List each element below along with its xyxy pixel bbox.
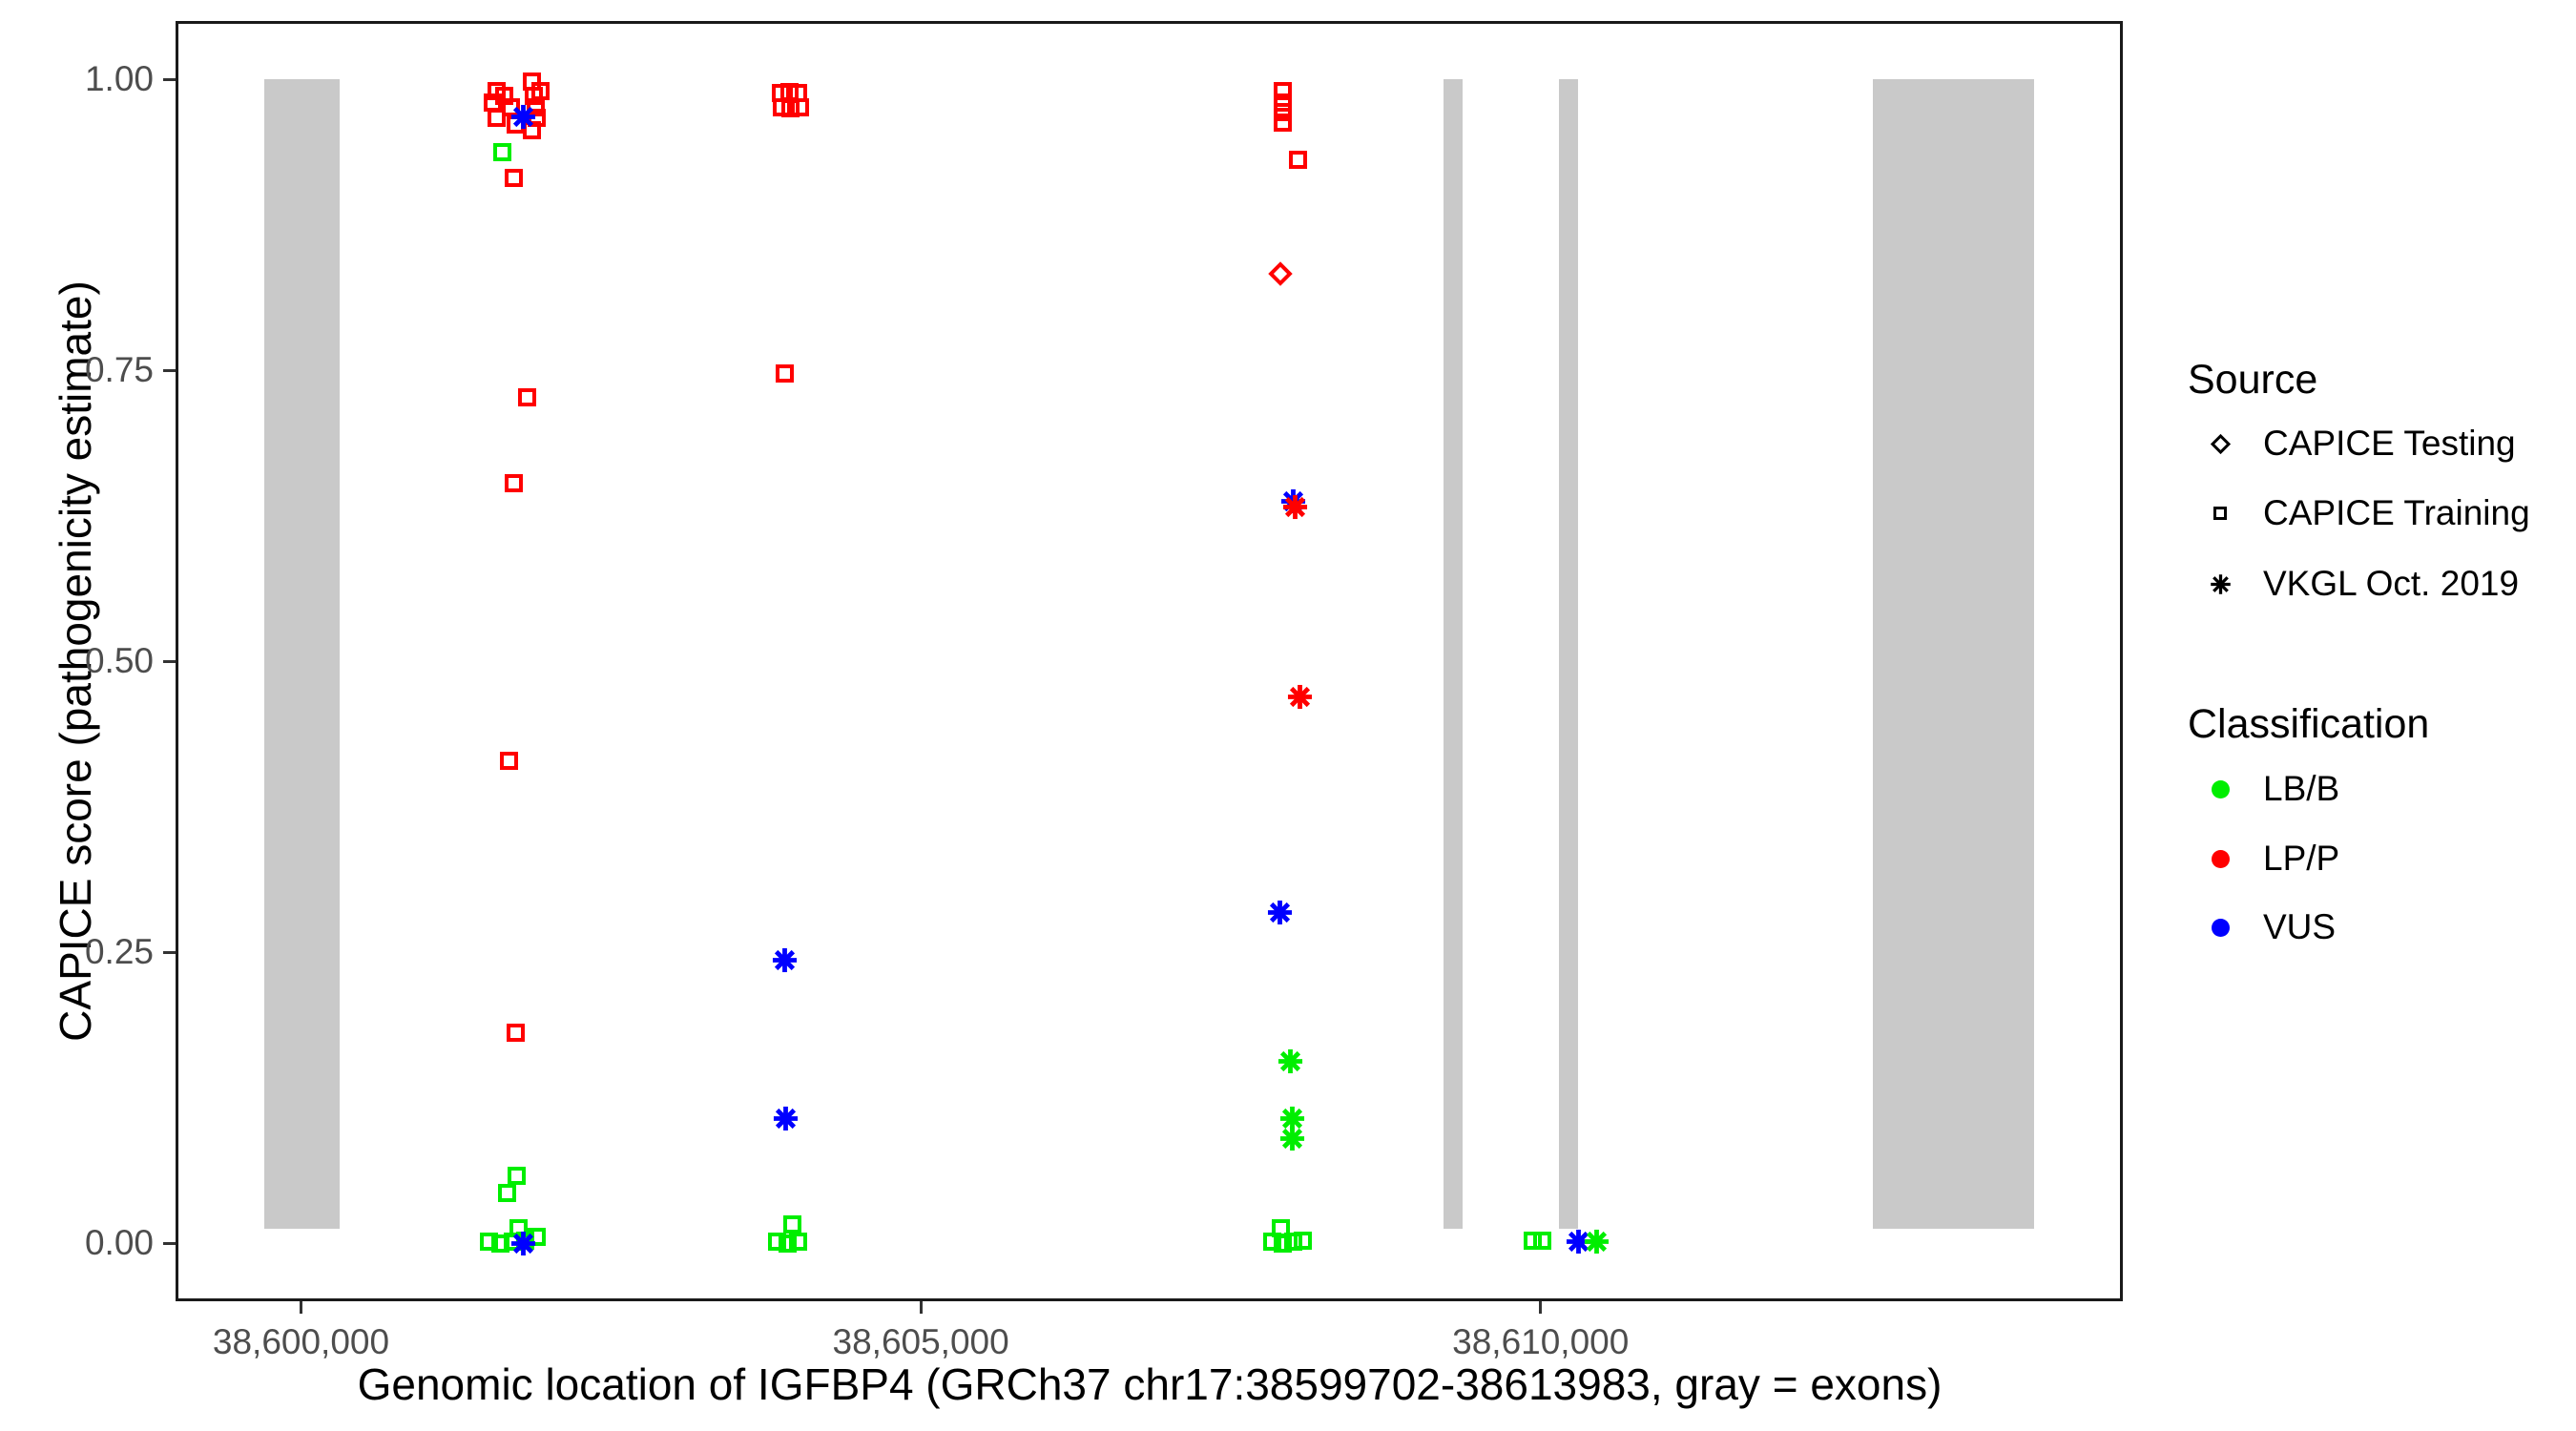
- y-tick-label: 0.50: [84, 641, 154, 680]
- data-point-square: [1273, 1234, 1292, 1253]
- diamond-icon: [2210, 433, 2231, 454]
- data-point-asterisk: [1584, 1229, 1610, 1255]
- data-point-square: [1274, 102, 1293, 121]
- data-point-square: [1283, 1233, 1302, 1252]
- x-tick-label: 38,600,000: [212, 1322, 390, 1361]
- square-icon: [2213, 507, 2227, 520]
- y-tick-mark: [163, 1241, 176, 1245]
- blue-dot-icon: [2211, 918, 2230, 937]
- x-tick-mark: [919, 1301, 923, 1314]
- data-point-square: [507, 1023, 526, 1042]
- legend-item-label: VKGL Oct. 2019: [2263, 564, 2520, 603]
- data-point-square: [1293, 1232, 1312, 1251]
- data-point-square: [498, 1184, 517, 1203]
- data-point-square: [518, 387, 537, 406]
- legend-item-label: CAPICE Training: [2263, 493, 2530, 532]
- legend-item-label: CAPICE Testing: [2263, 424, 2516, 463]
- data-point-square: [779, 1234, 798, 1253]
- legend-item-vkgl: VKGL Oct. 2019: [2198, 563, 2519, 605]
- data-point-asterisk: [1279, 1126, 1305, 1151]
- exon-band: [263, 79, 341, 1229]
- data-point-asterisk: [510, 104, 536, 130]
- legend-item-vus: VUS: [2198, 906, 2336, 948]
- data-point-square: [789, 1233, 808, 1252]
- y-tick-label: 0.25: [84, 932, 154, 971]
- data-point-square: [1274, 81, 1293, 100]
- data-point-asterisk: [1278, 1048, 1303, 1074]
- legend-item-label: LB/B: [2263, 769, 2340, 808]
- data-point-square: [526, 97, 545, 116]
- y-tick-label: 0.00: [84, 1223, 154, 1262]
- green-dot-icon: [2211, 779, 2230, 798]
- data-point-square: [488, 108, 507, 127]
- data-point-asterisk: [1267, 900, 1293, 925]
- legend-item-label: VUS: [2263, 907, 2337, 946]
- data-point-square: [1274, 93, 1293, 112]
- asterisk-icon: [2210, 573, 2232, 595]
- legend-item-capice-training: CAPICE Training: [2198, 492, 2530, 534]
- data-point-square: [1523, 1232, 1542, 1251]
- data-point-asterisk: [772, 947, 798, 973]
- data-point-square: [1289, 150, 1308, 169]
- y-tick-mark: [163, 368, 176, 372]
- x-tick-label: 38,610,000: [1452, 1322, 1630, 1361]
- data-point-square: [500, 752, 519, 771]
- data-point-square: [505, 169, 524, 188]
- red-dot-icon: [2211, 849, 2230, 868]
- data-point-square: [781, 99, 800, 117]
- data-point-square: [791, 97, 810, 116]
- data-point-square: [491, 1234, 510, 1253]
- legend-item-lbb: LB/B: [2198, 768, 2339, 810]
- data-point-asterisk: [1282, 494, 1308, 520]
- data-point-square: [768, 1233, 787, 1252]
- data-point-square: [505, 473, 524, 492]
- legend-item-capice-testing: CAPICE Testing: [2198, 423, 2516, 465]
- legend-source-title: Source: [2188, 357, 2318, 403]
- data-point-square: [480, 1233, 499, 1252]
- y-tick-label: 0.75: [84, 350, 154, 389]
- data-point-asterisk: [1287, 684, 1313, 710]
- data-point-square: [1274, 113, 1293, 132]
- x-axis-title: Genomic location of IGFBP4 (GRCh37 chr17…: [357, 1359, 1942, 1409]
- data-point-square: [1262, 1233, 1281, 1252]
- exon-band: [1558, 79, 1578, 1229]
- legend-item-label: LP/P: [2263, 839, 2340, 878]
- x-tick-mark: [299, 1301, 302, 1314]
- data-point-square: [531, 81, 551, 100]
- data-point-square: [776, 364, 795, 384]
- y-tick-mark: [163, 950, 176, 954]
- data-point-square: [508, 1166, 527, 1185]
- data-point-asterisk: [773, 1106, 799, 1131]
- exon-band: [1872, 79, 2035, 1229]
- y-tick-mark: [163, 77, 176, 81]
- data-point-square: [501, 97, 520, 116]
- data-point-asterisk: [510, 1231, 536, 1256]
- data-point-square: [493, 143, 512, 162]
- plot-panel: [176, 21, 2123, 1301]
- y-tick-label: 1.00: [84, 59, 154, 98]
- legend-classification-title: Classification: [2188, 701, 2430, 747]
- legend-item-lpp: LP/P: [2198, 838, 2339, 880]
- data-point-square: [1532, 1232, 1551, 1251]
- x-tick-label: 38,605,000: [832, 1322, 1009, 1361]
- exon-band: [1444, 79, 1463, 1229]
- data-point-square: [783, 1214, 801, 1234]
- y-tick-mark: [163, 659, 176, 663]
- x-tick-mark: [1539, 1301, 1543, 1314]
